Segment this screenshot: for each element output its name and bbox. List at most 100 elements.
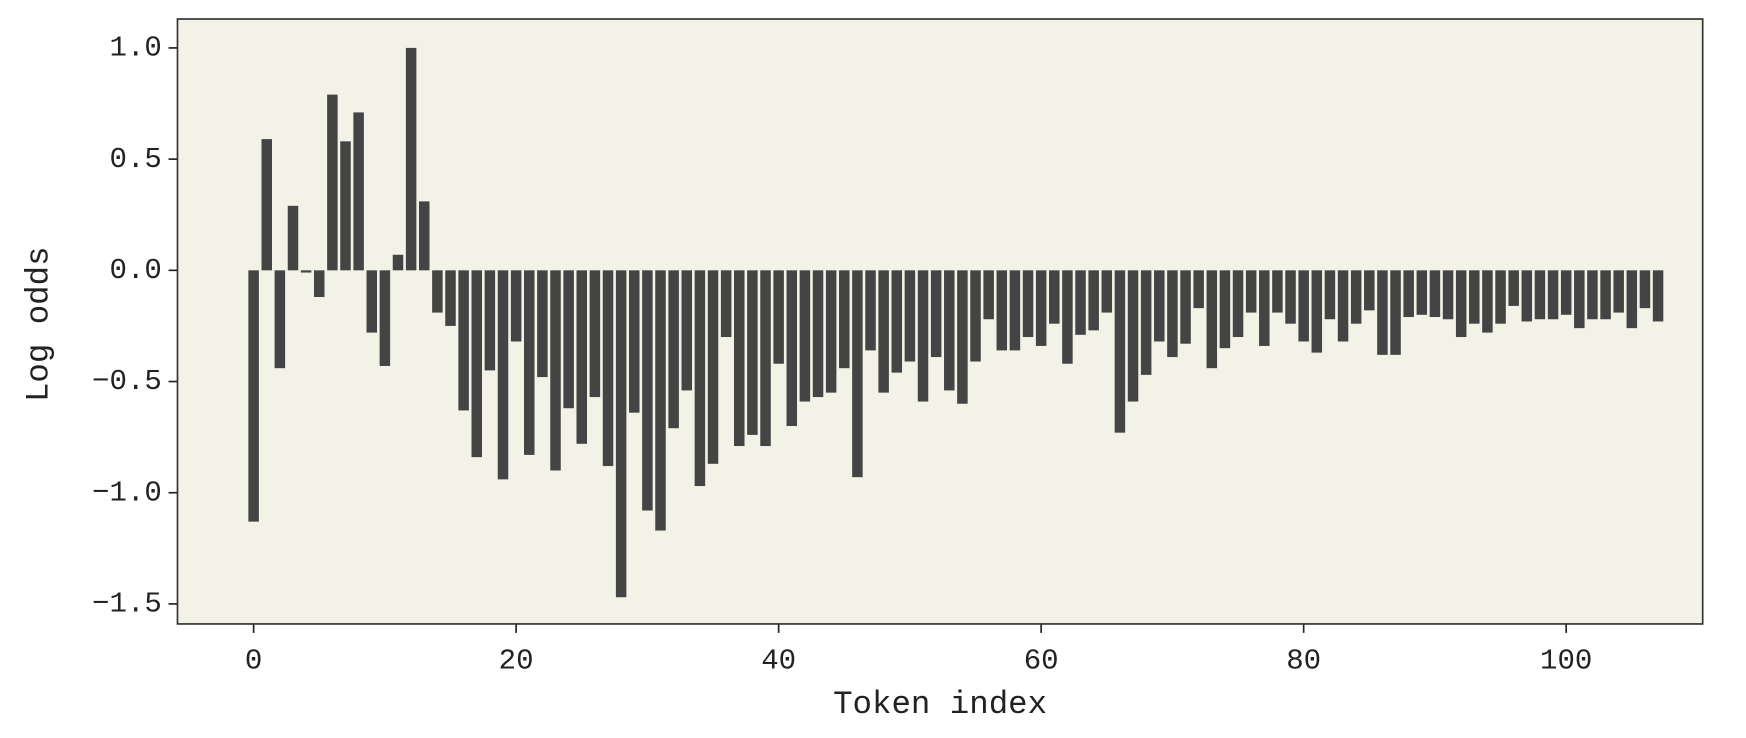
bar	[615, 270, 627, 598]
y-tick-label: 0.0	[110, 254, 162, 287]
bar	[1613, 270, 1624, 313]
bar	[694, 270, 706, 487]
y-tick-label: 1.0	[110, 32, 162, 65]
x-tick-label: 0	[245, 645, 262, 678]
bar	[1337, 270, 1349, 342]
y-tick-label: −0.5	[92, 365, 162, 398]
bar	[1035, 270, 1047, 346]
x-tick-label: 60	[1024, 645, 1059, 678]
bar	[904, 270, 916, 362]
bar	[327, 94, 338, 271]
bar	[537, 270, 548, 378]
y-tick-label: −1.0	[92, 476, 162, 509]
bar	[379, 270, 391, 366]
bar	[983, 270, 994, 320]
bar	[340, 141, 351, 271]
bar	[944, 270, 955, 391]
bar	[484, 270, 496, 371]
bar	[576, 270, 588, 444]
bar	[405, 47, 417, 271]
bar	[274, 270, 286, 369]
bar	[1482, 270, 1493, 333]
bar	[497, 270, 509, 480]
bar	[839, 270, 850, 369]
bar	[1088, 270, 1099, 331]
bar	[760, 270, 771, 447]
x-tick-label: 40	[761, 645, 796, 678]
bar	[1403, 270, 1414, 318]
bar	[550, 270, 561, 471]
bar	[1429, 270, 1441, 318]
bar	[1324, 270, 1336, 320]
bar	[1193, 270, 1204, 309]
bar	[1587, 270, 1598, 320]
bar	[1442, 270, 1454, 320]
bar	[1574, 270, 1585, 329]
bar	[1495, 270, 1506, 324]
x-tick-label: 100	[1540, 645, 1592, 678]
bar	[996, 270, 1008, 351]
bar	[287, 205, 299, 271]
bar	[1600, 270, 1611, 320]
bar	[563, 270, 574, 409]
bar	[1639, 270, 1651, 309]
bar	[1547, 270, 1559, 320]
bar	[1311, 270, 1323, 353]
bar	[707, 270, 719, 464]
bar	[1508, 270, 1519, 306]
bar	[1560, 270, 1572, 315]
bar	[1049, 270, 1060, 324]
bar	[419, 201, 430, 271]
bar	[668, 270, 679, 429]
bar	[1245, 270, 1257, 313]
bar	[445, 270, 456, 326]
bar	[1455, 270, 1467, 338]
bar	[812, 270, 824, 398]
bar	[773, 270, 784, 364]
bar	[1390, 270, 1401, 355]
bar	[1075, 270, 1086, 335]
bar	[524, 270, 535, 455]
bar	[1534, 270, 1546, 320]
bar	[1140, 270, 1152, 375]
bar	[1022, 270, 1034, 338]
bar	[681, 270, 693, 391]
bar	[734, 270, 745, 447]
bar	[432, 270, 443, 313]
bar	[1232, 270, 1244, 338]
bar	[930, 270, 942, 358]
bar	[1154, 270, 1165, 342]
bar	[366, 270, 378, 333]
y-tick-label: −1.5	[92, 588, 162, 621]
bar	[261, 139, 272, 271]
bar	[1469, 270, 1480, 324]
y-tick-label: 0.5	[110, 143, 162, 176]
bar	[1062, 270, 1073, 364]
bar	[313, 270, 325, 298]
bar	[747, 270, 758, 435]
bar	[1009, 270, 1021, 351]
bar	[1652, 270, 1664, 322]
bar	[957, 270, 968, 404]
bar	[825, 270, 837, 393]
bar	[1101, 270, 1113, 313]
bar	[248, 270, 259, 522]
bar	[917, 270, 929, 402]
bar	[1350, 270, 1362, 324]
bar	[799, 270, 811, 402]
bar	[589, 270, 601, 398]
bar	[1272, 270, 1283, 313]
bar	[1127, 270, 1139, 402]
bar	[1206, 270, 1218, 369]
x-axis-label: Token index	[833, 686, 1047, 723]
bar	[865, 270, 876, 351]
bar	[471, 270, 483, 458]
bar	[1377, 270, 1388, 355]
bar	[300, 270, 312, 273]
x-tick-label: 20	[499, 645, 534, 678]
bar	[1416, 270, 1428, 315]
x-tick-label: 80	[1286, 645, 1321, 678]
bar	[642, 270, 653, 511]
